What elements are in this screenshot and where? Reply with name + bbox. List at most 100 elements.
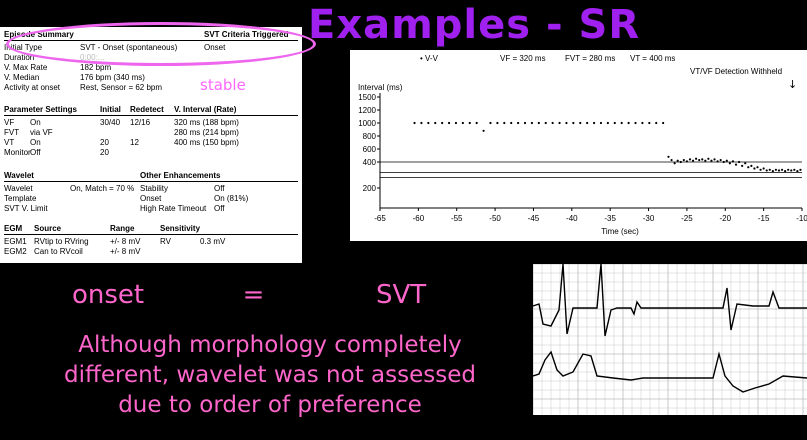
egm-header: EGM bbox=[4, 224, 23, 233]
row-label: V. Median bbox=[4, 73, 40, 82]
data-point bbox=[784, 170, 787, 173]
row-value: 182 bpm bbox=[80, 63, 112, 72]
interval-plot-panel: • V-V VF = 320 ms FVT = 280 ms VT = 400 ms V… bbox=[350, 50, 807, 241]
data-point bbox=[747, 166, 750, 169]
data-point bbox=[496, 121, 499, 125]
data-point bbox=[565, 121, 568, 125]
data-point bbox=[750, 164, 753, 167]
row-value: 176 bpm (340 ms) bbox=[80, 73, 145, 82]
param-cell: 30/40 bbox=[100, 118, 121, 127]
param-header: Parameter Settings bbox=[4, 105, 77, 114]
data-point bbox=[731, 160, 735, 163]
x-tick-label: -60 bbox=[413, 214, 425, 223]
data-point bbox=[707, 157, 710, 160]
data-point bbox=[737, 160, 741, 164]
data-point bbox=[579, 121, 582, 125]
data-point bbox=[777, 169, 781, 172]
data-point bbox=[787, 168, 790, 171]
note-line: due to order of preference bbox=[118, 392, 422, 418]
y-tick-label: 800 bbox=[363, 132, 377, 141]
zone-label: FVT = 280 ms bbox=[565, 54, 615, 63]
wavelet-cell: Wavelet bbox=[4, 184, 33, 193]
param-cell: VF bbox=[4, 118, 15, 127]
data-point bbox=[662, 121, 665, 125]
wavelet-cell: SVT V. Limit bbox=[4, 204, 48, 213]
data-point bbox=[413, 121, 416, 125]
data-point bbox=[753, 167, 756, 170]
data-point bbox=[774, 168, 778, 171]
slide-title: Examples - SR bbox=[308, 2, 641, 48]
param-cell: 280 ms (214 bpm) bbox=[174, 128, 239, 137]
data-point bbox=[793, 168, 796, 171]
data-point bbox=[482, 129, 485, 132]
data-point bbox=[461, 121, 464, 125]
data-point bbox=[741, 164, 744, 167]
data-point bbox=[719, 158, 722, 162]
data-point bbox=[592, 121, 596, 125]
param-header: Initial bbox=[100, 105, 121, 114]
data-point bbox=[530, 121, 534, 125]
data-point bbox=[551, 121, 554, 125]
legend-entry: • V-V bbox=[420, 54, 439, 63]
wavelet-cell: Template bbox=[4, 194, 37, 203]
episode-report: Episode Summary SVT Criteria Triggered I… bbox=[0, 27, 302, 263]
data-point bbox=[765, 169, 768, 172]
egm-cell: 0.3 mV bbox=[200, 237, 226, 246]
row-label: V. Max Rate bbox=[4, 63, 48, 72]
data-point bbox=[667, 155, 670, 158]
data-point bbox=[676, 159, 679, 162]
data-point bbox=[710, 159, 713, 162]
egm-header: Sensitivity bbox=[160, 224, 201, 233]
egm-cell: RV bbox=[160, 237, 171, 246]
data-point bbox=[641, 121, 644, 125]
data-point bbox=[701, 158, 704, 161]
wavelet-cell: High Rate Timeout bbox=[140, 204, 207, 213]
x-tick-label: -10 bbox=[796, 214, 807, 223]
egm-cell: +/- 8 mV bbox=[110, 247, 141, 256]
data-point bbox=[771, 170, 774, 173]
x-tick-label: -55 bbox=[451, 214, 463, 223]
data-point bbox=[685, 160, 689, 163]
data-point bbox=[586, 121, 589, 125]
equation-operator: = bbox=[242, 280, 265, 310]
data-point bbox=[503, 121, 506, 125]
data-point bbox=[744, 162, 747, 165]
data-point bbox=[673, 162, 676, 165]
row-label: Activity at onset bbox=[4, 83, 61, 92]
data-point bbox=[756, 166, 759, 169]
data-point bbox=[682, 158, 685, 162]
data-point bbox=[434, 121, 437, 125]
param-cell: 20 bbox=[100, 138, 109, 147]
ecg-strip-panel bbox=[532, 263, 807, 415]
param-cell: VT bbox=[4, 138, 15, 147]
highlight-oval bbox=[6, 22, 316, 66]
data-point bbox=[606, 121, 609, 125]
data-point bbox=[599, 121, 603, 125]
data-point bbox=[544, 121, 547, 125]
data-point bbox=[537, 121, 540, 125]
x-tick-label: -40 bbox=[566, 214, 578, 223]
y-axis-label: Interval (ms) bbox=[358, 83, 403, 92]
ecg-trace-egm1 bbox=[532, 263, 807, 337]
data-point bbox=[427, 121, 430, 125]
equation-left: onset bbox=[72, 280, 145, 310]
param-cell: On bbox=[30, 118, 41, 127]
data-point bbox=[634, 121, 637, 125]
egm-header: Range bbox=[110, 224, 135, 233]
data-point bbox=[691, 159, 695, 162]
zone-label: VT = 400 ms bbox=[630, 54, 675, 63]
row-label: Duration bbox=[4, 53, 35, 62]
y-tick-label: 600 bbox=[363, 145, 377, 154]
data-point bbox=[572, 121, 575, 125]
x-tick-label: -45 bbox=[528, 214, 540, 223]
data-point bbox=[722, 160, 725, 164]
data-point bbox=[670, 158, 673, 162]
data-point bbox=[655, 121, 658, 125]
x-tick-label: -50 bbox=[489, 214, 501, 223]
egm-cell: Can to RVcoil bbox=[34, 247, 83, 256]
data-point bbox=[648, 121, 651, 125]
data-point bbox=[768, 168, 771, 171]
egm-cell: +/- 8 mV bbox=[110, 237, 141, 246]
data-point bbox=[517, 121, 520, 125]
wavelet-cell: Off bbox=[214, 184, 225, 193]
